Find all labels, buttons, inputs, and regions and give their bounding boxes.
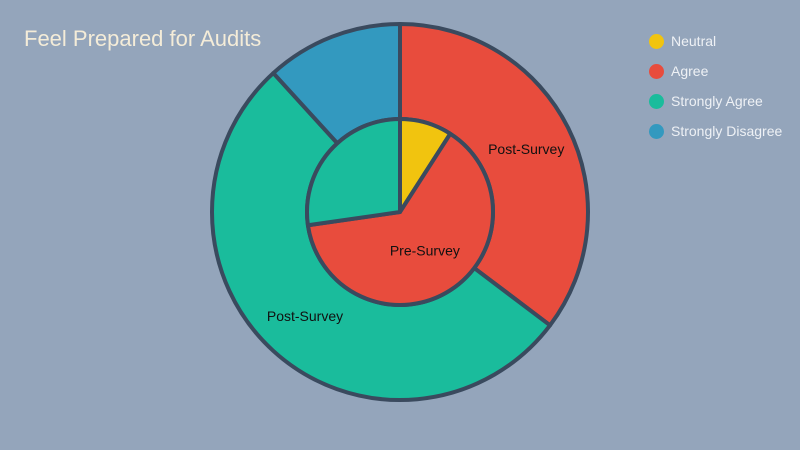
slice-label: Post-Survey	[488, 141, 564, 157]
legend-label: Strongly Agree	[671, 93, 763, 109]
legend-item[interactable]: Strongly Agree	[649, 86, 782, 116]
legend-item[interactable]: Strongly Disagree	[649, 116, 782, 146]
slice-inner-agree[interactable]	[305, 131, 495, 307]
legend-label: Neutral	[671, 33, 717, 49]
legend: Neutral Agree Strongly Agree Strongly Disag…	[649, 26, 782, 146]
slice-label: Pre-Survey	[390, 243, 460, 259]
legend-item[interactable]: Agree	[649, 56, 782, 86]
slice-inner-strongly-agree[interactable]	[305, 117, 402, 228]
legend-swatch	[649, 123, 664, 139]
legend-swatch	[649, 93, 664, 109]
legend-swatch	[649, 33, 664, 49]
legend-label: Agree	[671, 63, 709, 79]
chart-title: Feel Prepared for Audits	[24, 26, 262, 51]
legend-swatch	[649, 63, 664, 79]
slice-label: Post-Survey	[267, 308, 343, 324]
legend-item[interactable]: Neutral	[649, 26, 782, 56]
legend-label: Strongly Disagree	[671, 123, 783, 139]
